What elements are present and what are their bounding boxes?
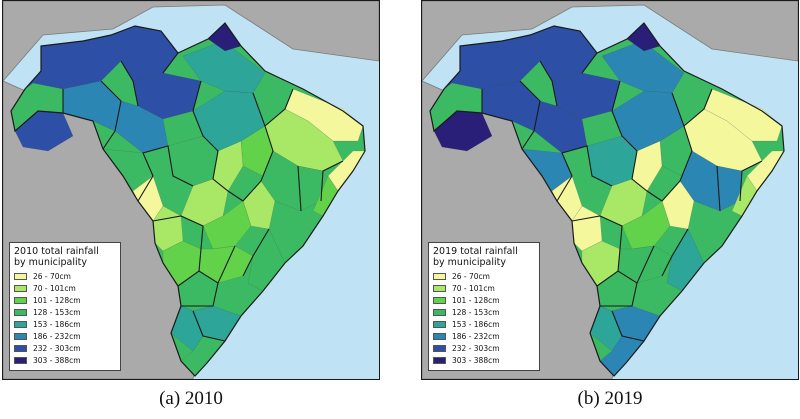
map-panel-2010: 2010 total rainfall by municipality 26 -… <box>2 0 380 380</box>
brazil-border <box>10 22 366 377</box>
rainfall-map-2019 <box>422 1 798 379</box>
state-border <box>120 60 139 107</box>
state-border <box>581 52 598 74</box>
legend-item: 26 - 70cm <box>433 271 535 282</box>
legend-label: 128 - 153cm <box>33 308 81 317</box>
state-border <box>137 145 194 202</box>
legend-title: 2010 total rainfall by municipality <box>14 246 116 268</box>
legend-item: 101 - 128cm <box>14 295 116 306</box>
legend-item: 70 - 101cm <box>14 283 116 294</box>
legend-label: 101 - 128cm <box>33 296 81 305</box>
legend-title-line2: by municipality <box>433 257 506 268</box>
caption-2010: (a) 2010 <box>159 388 223 409</box>
legend-title-line1: 2010 total rainfall <box>14 246 99 257</box>
legend-label: 70 - 101cm <box>33 284 76 293</box>
legend-item: 26 - 70cm <box>14 271 116 282</box>
rainfall-region <box>703 88 783 142</box>
legend-swatch <box>433 309 446 316</box>
state-border <box>242 228 270 277</box>
state-border <box>600 282 638 307</box>
legend-label: 128 - 153cm <box>452 308 500 317</box>
legend-swatch <box>14 333 27 340</box>
state-border <box>177 245 236 287</box>
legend-2019: 2019 total rainfall by municipality 26 -… <box>428 242 540 371</box>
state-border <box>181 282 219 307</box>
map-panel-2019: 2019 total rainfall by municipality 26 -… <box>421 0 799 380</box>
legend-item: 303 - 388cm <box>433 355 535 366</box>
legend-swatch <box>433 321 446 328</box>
legend-swatch <box>14 357 27 364</box>
legend-label: 70 - 101cm <box>452 284 495 293</box>
caption-2019: (b) 2019 <box>577 388 643 409</box>
legend-label: 232 - 303cm <box>452 344 500 353</box>
state-border <box>162 52 179 74</box>
legend-swatch <box>433 285 446 292</box>
legend-title-line2: by municipality <box>14 257 87 268</box>
legend-label: 303 - 388cm <box>33 356 81 365</box>
legend-label: 186 - 232cm <box>33 332 81 341</box>
state-border <box>571 215 623 272</box>
legend-item: 128 - 153cm <box>433 307 535 318</box>
state-border <box>739 160 763 202</box>
state-border <box>192 80 274 202</box>
legend-swatch <box>14 321 27 328</box>
state-border <box>683 88 713 127</box>
state-border <box>556 145 613 202</box>
state-border <box>519 80 541 150</box>
state-border <box>297 165 302 212</box>
legend-title-line1: 2019 total rainfall <box>433 246 518 257</box>
legend-item: 153 - 186cm <box>14 319 116 330</box>
legend-item: 128 - 153cm <box>14 307 116 318</box>
legend-swatch <box>14 309 27 316</box>
legend-label: 303 - 388cm <box>452 356 500 365</box>
legend-swatch <box>14 273 27 280</box>
legend-label: 153 - 186cm <box>33 320 81 329</box>
rainfall-region <box>679 150 743 212</box>
brazil-border <box>429 22 785 377</box>
state-border <box>596 245 655 287</box>
state-border <box>264 88 294 127</box>
state-border <box>716 165 721 212</box>
legend-title: 2019 total rainfall by municipality <box>433 246 535 268</box>
legend-label: 26 - 70cm <box>33 272 71 281</box>
legend-swatch <box>433 357 446 364</box>
state-border <box>100 80 122 150</box>
legend-swatch <box>433 297 446 304</box>
legend-swatch <box>14 345 27 352</box>
rainfall-region <box>260 150 324 212</box>
legend-item: 101 - 128cm <box>433 295 535 306</box>
legend-item: 303 - 388cm <box>14 355 116 366</box>
legend-swatch <box>14 285 27 292</box>
legend-item: 70 - 101cm <box>433 283 535 294</box>
state-border <box>611 310 645 342</box>
legend-label: 232 - 303cm <box>33 344 81 353</box>
state-border <box>539 60 558 107</box>
legend-swatch <box>14 297 27 304</box>
legend-swatch <box>433 333 446 340</box>
legend-item: 232 - 303cm <box>433 343 535 354</box>
legend-items: 26 - 70cm 70 - 101cm 101 - 128cm 128 - 153c… <box>14 271 116 366</box>
state-border <box>192 310 226 342</box>
legend-item: 186 - 232cm <box>433 331 535 342</box>
state-border <box>152 215 204 272</box>
state-border <box>611 80 693 202</box>
legend-item: 153 - 186cm <box>433 319 535 330</box>
state-border <box>320 160 344 202</box>
legend-label: 101 - 128cm <box>452 296 500 305</box>
legend-label: 26 - 70cm <box>452 272 490 281</box>
legend-label: 153 - 186cm <box>452 320 500 329</box>
legend-2010: 2010 total rainfall by municipality 26 -… <box>9 242 121 371</box>
legend-item: 186 - 232cm <box>14 331 116 342</box>
legend-items: 26 - 70cm 70 - 101cm 101 - 128cm 128 - 153c… <box>433 271 535 366</box>
legend-label: 186 - 232cm <box>452 332 500 341</box>
state-border <box>661 228 689 277</box>
legend-item: 232 - 303cm <box>14 343 116 354</box>
legend-swatch <box>433 345 446 352</box>
legend-swatch <box>433 273 446 280</box>
rainfall-region <box>284 88 364 142</box>
